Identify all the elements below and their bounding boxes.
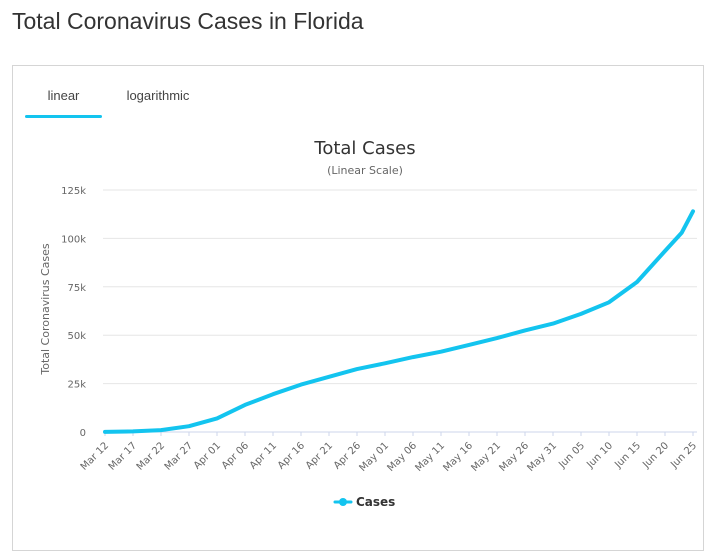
chart-card: linear logarithmic Total Cases (Linear S…	[12, 65, 704, 551]
y-tick-label: 75k	[67, 283, 86, 294]
gridlines	[103, 189, 697, 433]
legend-cases-label: Cases	[356, 495, 395, 509]
x-tick-label: Mar 12	[79, 440, 111, 472]
x-tick-label: Mar 17	[107, 440, 139, 472]
x-tick-label: May 21	[469, 440, 503, 474]
x-tick-label: Apr 06	[220, 440, 251, 471]
y-axis-ticks: 0 25k 50k 75k 100k 125k	[61, 186, 86, 439]
legend-cases-marker	[339, 498, 347, 506]
x-tick-label: Mar 27	[163, 440, 195, 472]
x-tick-label: Jun 10	[584, 440, 615, 471]
x-tick-label: May 06	[385, 440, 419, 474]
x-tick-label: Apr 01	[192, 440, 223, 471]
y-tick-label: 100k	[61, 234, 86, 245]
page-title: Total Coronavirus Cases in Florida	[12, 8, 364, 34]
x-tick-label: May 26	[497, 440, 531, 474]
x-tick-label: Jun 20	[640, 440, 671, 471]
x-tick-label: May 11	[413, 440, 447, 474]
x-tick-label: May 16	[441, 440, 475, 474]
x-tick-label: May 31	[525, 440, 559, 474]
chart-subtitle: (Linear Scale)	[327, 164, 403, 177]
total-cases-chart: Total Cases (Linear Scale) Total Coronav…	[39, 138, 699, 509]
tab-logarithmic-label: logarithmic	[126, 88, 190, 103]
x-tick-label: Jun 15	[612, 440, 643, 471]
chart-title: Total Cases	[313, 138, 415, 159]
x-tick-label: Apr 21	[304, 440, 335, 471]
y-tick-label: 125k	[61, 186, 86, 197]
tab-logarithmic[interactable]: logarithmic	[117, 86, 199, 118]
y-tick-label: 0	[80, 428, 86, 439]
y-tick-label: 25k	[67, 380, 86, 391]
tab-linear-label: linear	[47, 88, 80, 103]
x-tick-label: Apr 11	[248, 440, 279, 471]
x-tick-label: Jun 25	[668, 440, 699, 471]
legend[interactable]: Cases	[333, 495, 395, 509]
tab-linear[interactable]: linear	[25, 86, 102, 118]
x-tick-label: Mar 22	[135, 440, 167, 472]
x-tick-label: May 01	[357, 440, 391, 474]
y-axis-title: Total Coronavirus Cases	[39, 243, 52, 376]
y-tick-label: 50k	[67, 331, 86, 342]
x-tick-label: Jun 05	[556, 440, 587, 471]
series-layer	[103, 209, 695, 434]
series-cases-line[interactable]	[103, 209, 695, 434]
x-tick-label: Apr 16	[276, 440, 307, 471]
